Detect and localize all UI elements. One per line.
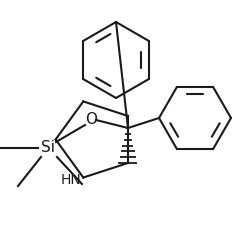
Text: HN: HN — [60, 173, 81, 187]
Text: O: O — [85, 113, 97, 128]
Text: Si: Si — [41, 141, 55, 156]
